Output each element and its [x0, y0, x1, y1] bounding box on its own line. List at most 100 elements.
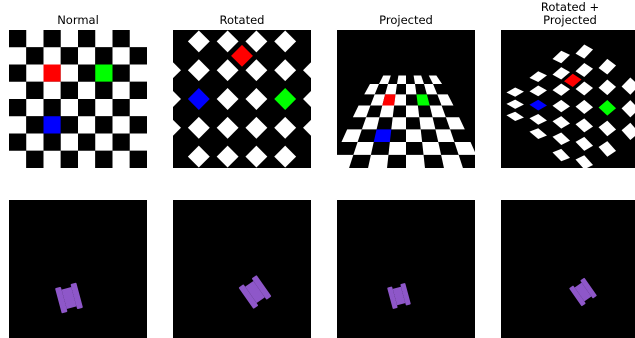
title-rotated-projected-line2: Projected	[543, 13, 597, 27]
light-square	[274, 30, 297, 53]
light-square	[370, 94, 386, 106]
shape-normal	[9, 200, 147, 338]
board-background	[501, 30, 635, 168]
dark-square	[9, 64, 27, 82]
light-square	[441, 154, 463, 168]
i-beam-web	[574, 282, 592, 302]
light-square	[529, 85, 547, 97]
shape-rotated-projected	[501, 200, 635, 338]
light-square	[26, 64, 44, 82]
light-square	[406, 129, 423, 142]
checkerboard-rotated-panel	[173, 30, 311, 168]
light-square	[274, 116, 297, 139]
light-square	[552, 50, 570, 64]
light-square	[621, 77, 635, 95]
dark-square	[78, 99, 96, 117]
i-beam-web	[245, 280, 265, 304]
light-square	[216, 88, 239, 110]
shape-rotated	[173, 200, 311, 338]
dark-square	[95, 116, 113, 134]
light-square	[529, 113, 547, 125]
shape-rotated-panel	[173, 200, 311, 338]
title-rotated: Rotated	[219, 13, 265, 27]
dark-square	[129, 150, 147, 168]
light-square	[9, 81, 27, 99]
light-square	[379, 105, 395, 118]
shape-background	[501, 200, 635, 338]
light-square	[396, 75, 406, 84]
light-square	[506, 111, 524, 121]
i-beam-flange-right	[400, 283, 411, 306]
red-square	[231, 44, 253, 67]
dark-square	[60, 116, 78, 134]
light-square	[95, 99, 113, 117]
light-square	[506, 87, 524, 97]
title-rotated-projected-line1: Rotated +	[540, 0, 600, 14]
light-square	[43, 47, 61, 65]
shape-background	[9, 200, 147, 338]
green-square	[95, 64, 113, 82]
dark-square	[112, 64, 130, 82]
dark-square	[43, 99, 61, 117]
blue-square	[529, 99, 547, 111]
dark-square	[43, 30, 61, 48]
light-square	[60, 133, 78, 151]
light-square	[391, 117, 406, 130]
light-square	[598, 79, 617, 96]
dark-square	[112, 133, 130, 151]
light-square	[506, 99, 524, 109]
light-square	[95, 30, 113, 48]
light-square	[353, 141, 374, 155]
i-beam-shape	[387, 283, 411, 309]
checkerboard-normal	[9, 30, 147, 168]
blue-square	[187, 88, 210, 110]
i-beam-shape	[55, 282, 83, 314]
light-square	[575, 155, 594, 168]
dark-square	[78, 133, 96, 151]
blue-square	[373, 129, 392, 142]
light-square	[575, 99, 594, 114]
i-beam-flange-left	[569, 285, 586, 307]
light-square	[245, 116, 268, 139]
light-square	[406, 105, 420, 118]
shape-projected-panel	[337, 200, 475, 338]
light-square	[129, 64, 147, 82]
green-square	[416, 94, 430, 106]
i-beam-flange-right	[580, 277, 597, 299]
dark-square	[60, 150, 78, 168]
shape-rotated-projected-panel	[501, 200, 635, 338]
light-square	[435, 129, 455, 142]
i-beam-flange-right	[70, 282, 83, 310]
light-square	[341, 129, 362, 142]
light-square	[575, 44, 594, 59]
light-square	[529, 128, 547, 140]
light-square	[303, 62, 311, 79]
light-square	[112, 47, 130, 65]
light-square	[529, 71, 547, 83]
light-square	[112, 81, 130, 99]
light-square	[429, 105, 446, 118]
light-square	[419, 117, 436, 130]
dark-square	[112, 30, 130, 48]
title-rotated-projected: Rotated + Projected	[500, 1, 635, 27]
blue-square	[43, 116, 61, 134]
light-square	[60, 99, 78, 117]
light-square	[621, 122, 635, 141]
light-square	[598, 120, 617, 137]
light-square	[406, 154, 425, 168]
light-square	[575, 118, 594, 133]
red-square	[382, 94, 396, 106]
light-square	[173, 62, 181, 79]
dark-square	[129, 47, 147, 65]
light-square	[9, 47, 27, 65]
i-beam-shape	[238, 275, 272, 309]
dark-square	[9, 30, 27, 48]
dark-square	[78, 30, 96, 48]
checkerboard-projected	[337, 30, 475, 168]
light-square	[413, 75, 425, 84]
checkerboard-projected-panel	[337, 30, 475, 168]
light-square	[78, 47, 96, 65]
light-square	[303, 119, 311, 136]
light-square	[598, 58, 617, 75]
red-square	[564, 73, 582, 87]
